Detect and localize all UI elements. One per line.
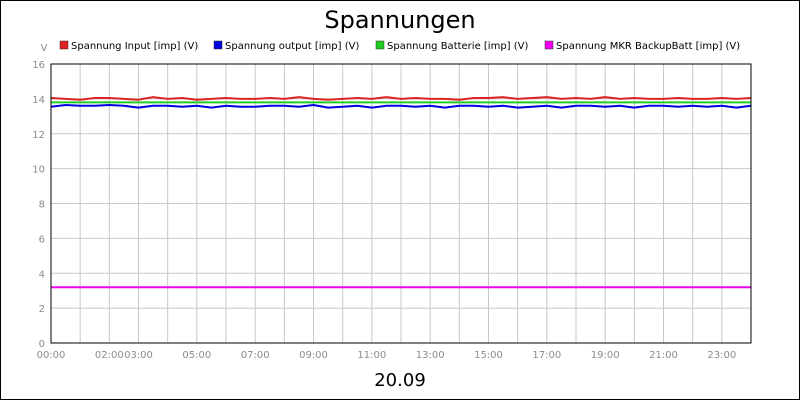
- x-tick-labels: 00:00 02:00 03:00 05:00 07:00 09:00 11:00 13:00…: [37, 350, 737, 361]
- x-tick-label: 23:00: [707, 350, 736, 361]
- series-group: [50, 96, 752, 289]
- y-tick-labels: 0 2 4 6 8 10 12 14 16: [32, 60, 45, 350]
- legend-swatch: [59, 40, 69, 50]
- x-tick-label: 21:00: [649, 350, 678, 361]
- y-tick-label: 14: [32, 95, 45, 106]
- y-tick-label: 6: [39, 234, 45, 245]
- x-tick-label: 17:00: [532, 350, 561, 361]
- y-tick-label: 2: [39, 304, 45, 315]
- y-tick-label: 0: [39, 339, 45, 350]
- plot-frame: [50, 63, 752, 344]
- x-tick-label: 05:00: [182, 350, 211, 361]
- legend: Spannung Input [imp] (V) Spannung output …: [59, 40, 740, 52]
- y-tick-label: 10: [32, 165, 45, 176]
- legend-swatch: [375, 40, 385, 50]
- x-axis-label: 20.09: [374, 370, 426, 391]
- y-tick-label: 12: [32, 130, 45, 141]
- x-tick-label: 09:00: [299, 350, 328, 361]
- y-tick-label: 16: [32, 60, 45, 71]
- x-tick-label: 02:00: [95, 350, 124, 361]
- legend-swatch: [213, 40, 223, 50]
- series-line-1: [50, 96, 752, 101]
- y-tick-label: 8: [39, 200, 45, 211]
- legend-label: Spannung Input [imp] (V): [71, 41, 198, 52]
- x-tick-label: 00:00: [37, 350, 66, 361]
- legend-label: Spannung MKR BackupBatt [imp] (V): [556, 41, 740, 52]
- series-line-2: [50, 104, 752, 109]
- x-tick-label: 07:00: [241, 350, 270, 361]
- chart-title: Spannungen: [324, 6, 475, 34]
- x-tick-label: 13:00: [416, 350, 445, 361]
- x-tick-label: 03:00: [124, 350, 153, 361]
- legend-label: Spannung output [imp] (V): [225, 41, 359, 52]
- y-axis-label: V: [41, 43, 48, 54]
- legend-swatch: [544, 40, 554, 50]
- x-tick-label: 11:00: [357, 350, 386, 361]
- x-tick-label: 19:00: [591, 350, 620, 361]
- legend-label: Spannung Batterie [imp] (V): [387, 41, 528, 52]
- x-tick-label: 15:00: [474, 350, 503, 361]
- y-tick-label: 4: [39, 269, 45, 280]
